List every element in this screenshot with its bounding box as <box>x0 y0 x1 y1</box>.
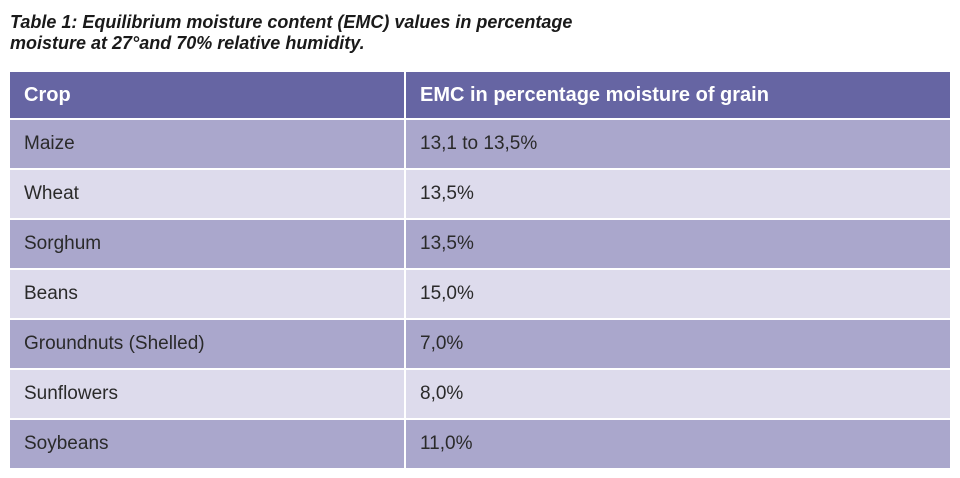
table-row: Groundnuts (Shelled) 7,0% <box>10 320 950 370</box>
table-header: Crop EMC in percentage moisture of grain <box>10 72 950 120</box>
emc-cell: 13,1 to 13,5% <box>406 120 950 170</box>
emc-cell: 11,0% <box>406 420 950 468</box>
table-row: Wheat 13,5% <box>10 170 950 220</box>
crop-cell: Maize <box>10 120 406 170</box>
crop-cell: Beans <box>10 270 406 320</box>
emc-cell: 13,5% <box>406 220 950 270</box>
table-row: Beans 15,0% <box>10 270 950 320</box>
crop-cell: Sunflowers <box>10 370 406 420</box>
table-body: Maize 13,1 to 13,5% Wheat 13,5% Sorghum … <box>10 120 950 468</box>
table-row: Soybeans 11,0% <box>10 420 950 468</box>
emc-cell: 13,5% <box>406 170 950 220</box>
emc-cell: 8,0% <box>406 370 950 420</box>
table-row: Maize 13,1 to 13,5% <box>10 120 950 170</box>
caption-line-2: moisture at 27°and 70% relative humidity… <box>10 33 365 53</box>
emc-cell: 15,0% <box>406 270 950 320</box>
table-row: Sunflowers 8,0% <box>10 370 950 420</box>
column-header-emc: EMC in percentage moisture of grain <box>406 72 950 120</box>
column-header-crop: Crop <box>10 72 406 120</box>
crop-cell: Soybeans <box>10 420 406 468</box>
crop-cell: Wheat <box>10 170 406 220</box>
crop-cell: Groundnuts (Shelled) <box>10 320 406 370</box>
table-row: Sorghum 13,5% <box>10 220 950 270</box>
table-caption: Table 1: Equilibrium moisture content (E… <box>10 12 710 54</box>
emc-table: Crop EMC in percentage moisture of grain… <box>10 72 950 468</box>
emc-table-container: Crop EMC in percentage moisture of grain… <box>10 72 950 468</box>
emc-cell: 7,0% <box>406 320 950 370</box>
header-row: Crop EMC in percentage moisture of grain <box>10 72 950 120</box>
crop-cell: Sorghum <box>10 220 406 270</box>
caption-line-1: Table 1: Equilibrium moisture content (E… <box>10 12 573 32</box>
